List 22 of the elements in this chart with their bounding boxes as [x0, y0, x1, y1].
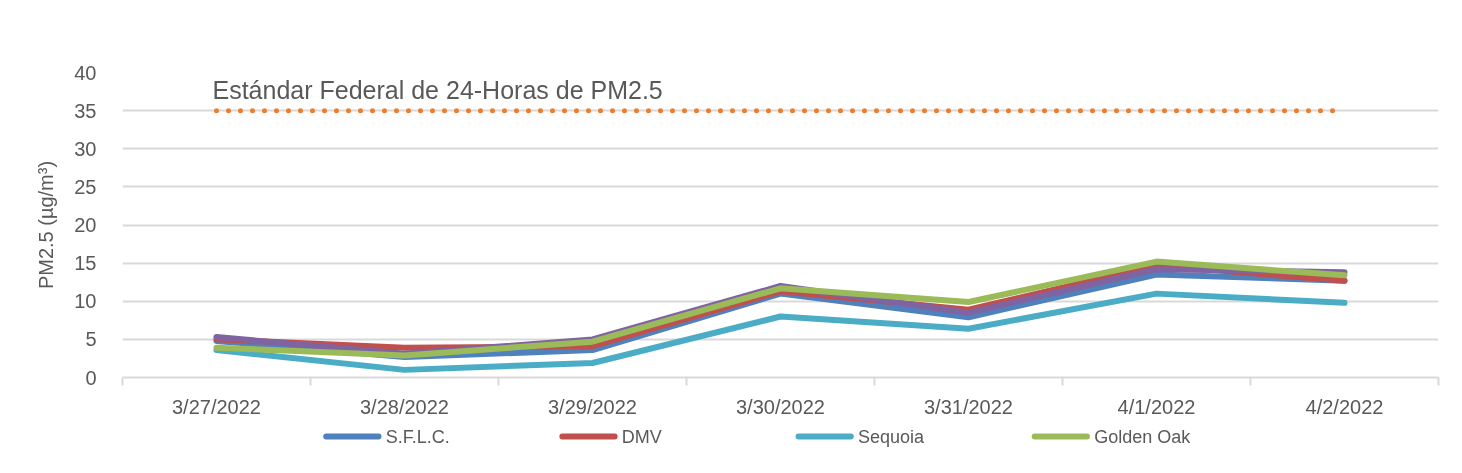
x-tick-label: 3/30/2022 [736, 395, 825, 418]
y-tick-label: 10 [74, 290, 97, 313]
y-tick-label: 5 [85, 328, 97, 351]
legend-label: Sequoia [858, 426, 926, 447]
x-tick-label: 4/2/2022 [1305, 395, 1384, 418]
x-tick-label: 3/27/2022 [172, 395, 261, 418]
x-tick-label: 3/31/2022 [924, 395, 1013, 418]
legend-label: S.F.L.C. [385, 426, 450, 447]
y-axis-title: PM2.5 (µg/m³) [35, 160, 58, 290]
x-tick-label: 4/1/2022 [1117, 395, 1196, 418]
x-tick-label: 3/28/2022 [360, 395, 449, 418]
y-tick-label: 15 [74, 252, 97, 275]
y-tick-label: 35 [74, 99, 97, 122]
ref-line-label: Estándar Federal de 24-Horas de PM2.5 [212, 75, 663, 104]
legend-label: DMV [621, 426, 662, 447]
y-tick-label: 40 [74, 61, 97, 84]
legend-label: Golden Oak [1094, 426, 1192, 447]
x-tick-label: 3/29/2022 [548, 395, 637, 418]
y-tick-label: 25 [74, 175, 97, 198]
y-tick-label: 0 [85, 366, 97, 389]
y-tick-label: 20 [74, 214, 97, 236]
y-tick-label: 30 [74, 137, 97, 160]
